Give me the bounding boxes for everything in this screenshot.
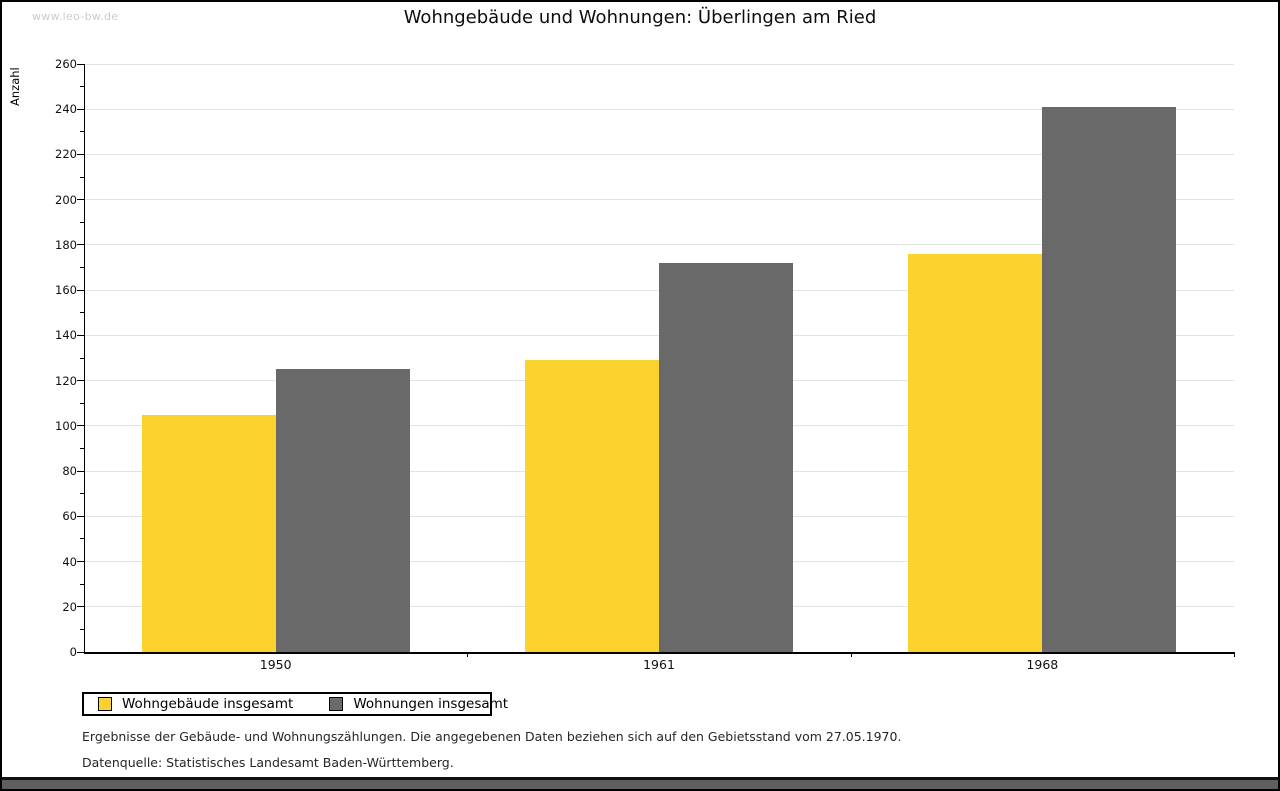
y-major-tick [77, 199, 84, 201]
x-boundary-tick [467, 652, 469, 657]
y-major-tick [77, 334, 84, 336]
y-tick-label: 100 [55, 418, 77, 433]
y-tick-label: 120 [55, 373, 77, 388]
bottom-bar [2, 777, 1278, 789]
bar-1961-wohnungen [659, 263, 793, 652]
y-minor-tick [80, 583, 84, 585]
x-axis-line [84, 651, 1235, 654]
gridline [84, 153, 1234, 155]
y-minor-tick [80, 447, 84, 449]
legend-swatch-wohngebaeude [98, 697, 112, 711]
y-minor-tick [80, 628, 84, 630]
y-minor-tick [80, 176, 84, 178]
footnote-data-source: Datenquelle: Statistisches Landesamt Bad… [82, 755, 454, 770]
footnote-source-note: Ergebnisse der Gebäude- und Wohnungszähl… [82, 729, 902, 744]
y-tick-label: 40 [62, 554, 77, 569]
y-tick-label: 260 [55, 57, 77, 71]
y-minor-tick [80, 493, 84, 495]
gridline [84, 108, 1234, 110]
bar-1950-wohnungen [275, 369, 410, 652]
y-major-tick [77, 651, 84, 653]
y-tick-label: 20 [62, 599, 77, 614]
y-minor-tick [80, 221, 84, 223]
y-major-tick [77, 108, 84, 110]
gridline [84, 199, 1234, 201]
bar-1968-wohngebaeude [908, 253, 1043, 652]
y-minor-tick [80, 131, 84, 133]
y-major-tick [77, 561, 84, 563]
y-tick-label: 60 [62, 509, 77, 524]
y-tick-label: 200 [55, 192, 77, 207]
y-tick-label: 240 [55, 102, 77, 117]
y-minor-tick [80, 402, 84, 404]
y-minor-tick [80, 267, 84, 269]
y-tick-label: 180 [55, 237, 77, 252]
legend-item: Wohngebäude insgesamt [98, 696, 293, 712]
y-minor-tick [80, 538, 84, 540]
legend-label: Wohnungen insgesamt [353, 696, 509, 712]
y-axis-line [84, 64, 85, 652]
y-major-tick [77, 380, 84, 382]
y-tick-label: 140 [55, 328, 77, 343]
y-minor-tick [80, 312, 84, 314]
y-major-tick [77, 470, 84, 472]
legend-swatch-wohnungen [329, 697, 344, 711]
y-tick-label: 160 [55, 283, 77, 298]
y-axis-title: Anzahl [8, 67, 22, 106]
x-tick-label: 1961 [643, 657, 675, 672]
y-major-tick [77, 244, 84, 246]
legend: Wohngebäude insgesamt Wohnungen insgesam… [82, 692, 508, 716]
x-tick-label: 1968 [1026, 657, 1059, 672]
y-tick-label: 220 [55, 147, 77, 162]
y-tick-label: 80 [62, 464, 77, 479]
watermark-text: www.leo-bw.de [32, 10, 119, 23]
gridline [84, 244, 1234, 246]
x-boundary-tick [1234, 652, 1235, 657]
bar-1961-wohngebaeude [525, 360, 659, 652]
y-tick-label: 0 [69, 645, 77, 659]
y-minor-tick [80, 86, 84, 88]
y-major-tick [77, 425, 84, 427]
legend-item: Wohnungen insgesamt [329, 696, 508, 712]
y-major-tick [77, 63, 84, 65]
x-boundary-tick [850, 652, 852, 657]
legend-label: Wohngebäude insgesamt [122, 696, 294, 712]
gridline [84, 63, 1234, 65]
x-tick-label: 1950 [259, 657, 292, 672]
y-major-tick [77, 153, 84, 155]
y-major-tick [77, 289, 84, 291]
bar-1968-wohnungen [1042, 106, 1177, 652]
chart-title: Wohngebäude und Wohnungen: Überlingen am… [403, 7, 877, 28]
bar-1950-wohngebaeude [141, 414, 276, 652]
y-major-tick [77, 606, 84, 608]
y-major-tick [77, 515, 84, 517]
y-minor-tick [80, 357, 84, 359]
